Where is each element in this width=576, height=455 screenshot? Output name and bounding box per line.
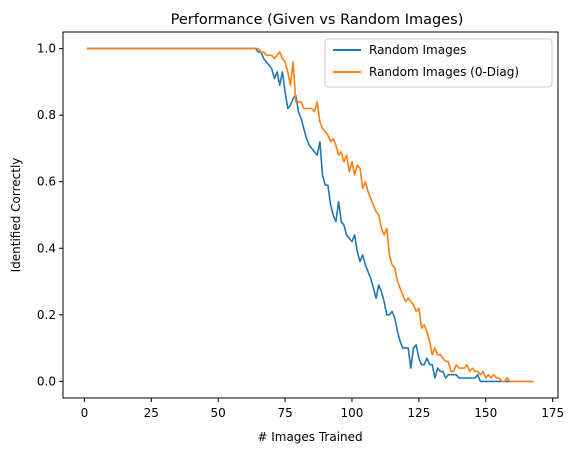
legend: Random Images Random Images (0-Diag): [324, 38, 553, 88]
x-tick-label: 175: [541, 406, 564, 420]
x-tick-label: 50: [211, 406, 226, 420]
y-axis-label: Identified Correctly: [9, 158, 23, 273]
x-tick-label: 100: [341, 406, 364, 420]
legend-label-random-images-0-diag: Random Images (0-Diag): [369, 65, 519, 79]
x-axis-label: # Images Trained: [257, 430, 362, 444]
series-line-random-images: [87, 47, 510, 383]
legend-label-random-images: Random Images: [369, 43, 466, 57]
y-tick-label: 0.6: [37, 175, 56, 189]
x-tick-label: 0: [81, 406, 89, 420]
legend-box: [324, 38, 553, 88]
plot-background: [63, 32, 558, 398]
x-tick-label: 125: [407, 406, 430, 420]
y-tick-label: 1.0: [37, 42, 56, 56]
x-tick-label: 25: [144, 406, 159, 420]
x-axis-ticks: 0 25 50 75 100 125 150 175: [81, 398, 564, 420]
x-tick-label: 150: [474, 406, 497, 420]
chart-title: Performance (Given vs Random Images): [171, 12, 464, 28]
y-tick-label: 0.2: [37, 308, 56, 322]
plot-area: [62, 31, 559, 399]
y-tick-label: 0.0: [37, 374, 56, 388]
plot-frame: [62, 31, 559, 399]
y-tick-label: 0.4: [37, 241, 56, 255]
series-lines: [87, 47, 534, 383]
y-tick-label: 0.8: [37, 108, 56, 122]
y-axis-ticks: 0.0 0.2 0.4 0.6 0.8 1.0: [37, 42, 63, 388]
series-line-random-images-0-diag: [87, 47, 534, 383]
x-tick-label: 75: [277, 406, 292, 420]
